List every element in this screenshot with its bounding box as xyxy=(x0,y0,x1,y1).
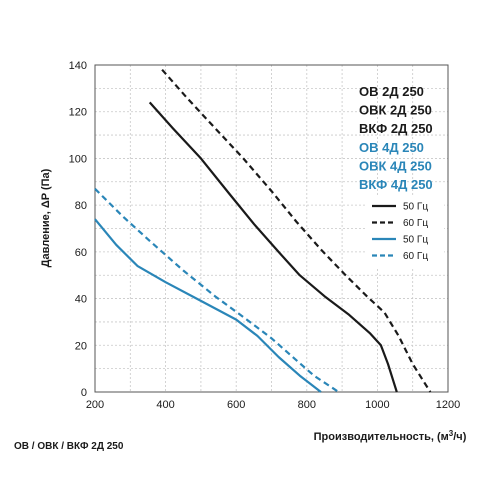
plot-frame xyxy=(94,64,449,393)
y-tick-label: 0 xyxy=(81,387,87,399)
series-line-3 xyxy=(94,218,322,393)
legend: 50 Гц 60 Гц 50 Гц 60 Гц xyxy=(366,196,444,268)
y-tick-label: 40 xyxy=(75,294,87,306)
x-tick-label: 400 xyxy=(156,399,174,411)
x-axis-title: Производительность, (м3/ч) xyxy=(314,429,467,443)
tick-labels: 200 400 600 800 1000 1200 0 20 40 60 80 100 120 140 xyxy=(69,60,461,411)
model-label: ВКФ 4Д 250 xyxy=(359,177,433,192)
model-label: ВКФ 2Д 250 xyxy=(359,121,433,136)
x-axis-title-superscript: 3 xyxy=(449,429,454,438)
x-tick-label: 800 xyxy=(298,399,316,411)
y-tick-label: 120 xyxy=(69,107,87,119)
axes xyxy=(94,64,449,393)
x-axis-title-text: Производительность, (м xyxy=(314,431,449,443)
model-label: ОВК 2Д 250 xyxy=(359,103,432,118)
model-labels: ОВ 2Д 250 ОВК 2Д 250 ВКФ 2Д 250 ОВ 4Д 250 ОВ… xyxy=(359,84,433,192)
series-line-4 xyxy=(94,188,340,393)
legend-box xyxy=(366,196,444,268)
y-tick-label: 100 xyxy=(69,153,87,165)
x-tick-label: 1000 xyxy=(365,399,389,411)
series-lines xyxy=(94,68,432,393)
footer-caption: ОВ / ОВК / ВКФ 2Д 250 xyxy=(14,441,124,452)
y-tick-label: 20 xyxy=(75,340,87,352)
model-label: ОВК 4Д 250 xyxy=(359,158,432,173)
series-line-1 xyxy=(148,101,398,393)
legend-label: 60 Гц xyxy=(403,218,428,229)
model-label: ОВ 2Д 250 xyxy=(359,84,424,99)
x-axis-title-tail: /ч) xyxy=(453,431,466,443)
y-axis-title: Давление, ΔP (Па) xyxy=(40,168,52,267)
legend-label: 60 Гц xyxy=(403,251,428,262)
legend-label: 50 Гц xyxy=(403,235,428,246)
y-tick-label: 140 xyxy=(69,60,87,72)
y-tick-label: 60 xyxy=(75,247,87,259)
x-tick-label: 1200 xyxy=(436,399,460,411)
model-label: ОВ 4Д 250 xyxy=(359,140,424,155)
x-tick-label: 600 xyxy=(227,399,245,411)
x-tick-label: 200 xyxy=(86,399,104,411)
y-tick-label: 80 xyxy=(75,200,87,212)
legend-label: 50 Гц xyxy=(403,202,428,213)
